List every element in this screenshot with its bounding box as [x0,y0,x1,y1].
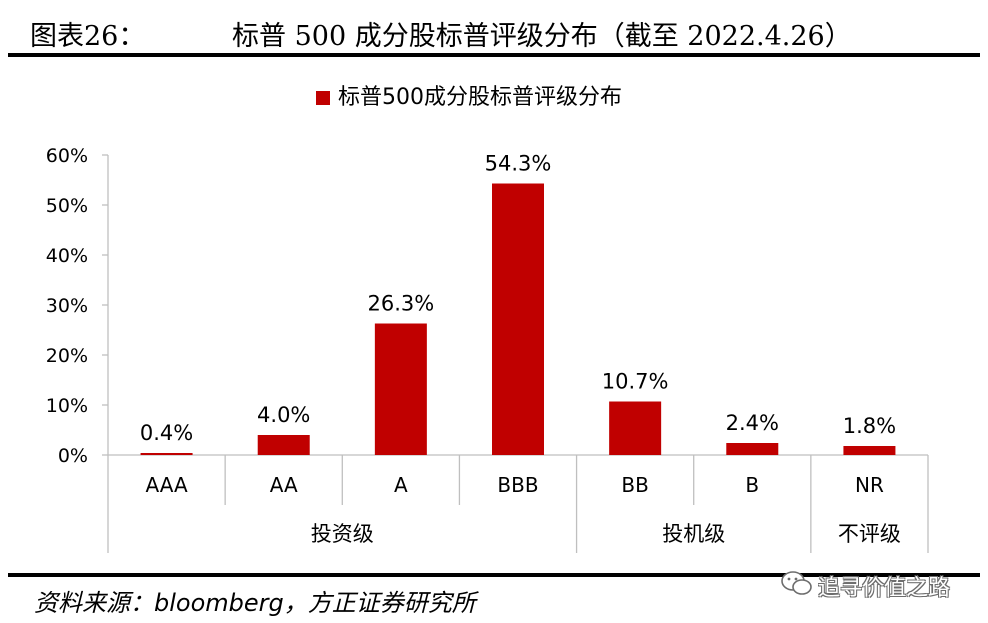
legend: 标普500成分股标普评级分布 [316,85,622,110]
legend-swatch [316,91,330,105]
bar-b [726,443,779,455]
watermark: 追寻价值之路 [780,566,970,602]
source-note: 资料来源：bloomberg，方正证券研究所 [34,589,476,617]
category-label: BB [621,473,648,497]
data-label: 10.7% [602,370,669,394]
data-label: 4.0% [257,403,310,427]
bottom-rule [8,573,980,577]
wechat-icon [781,571,812,595]
y-tick-label: 30% [46,295,88,317]
data-label: 0.4% [140,421,193,445]
y-tick-label: 40% [46,245,88,267]
y-tick-label: 20% [46,345,88,367]
y-tick-label: 60% [46,145,88,167]
figure-title: 标普 500 成分股标普评级分布（截至 2022.4.26） [232,21,852,52]
bar-bbb [492,183,544,455]
top-rule [8,53,980,57]
bar-aa [257,435,310,455]
x-axis [107,454,929,553]
bar-nr [843,446,896,455]
y-tick-label: 50% [46,195,88,217]
category-labels: AAA AA A BBB BB B NR [145,473,883,497]
data-label: 1.8% [843,414,896,438]
category-label: AAA [145,473,187,497]
bar-a [374,323,427,455]
group-label: 投机级 [662,522,725,546]
data-label: 26.3% [367,292,434,316]
figure-number: 图表26： [30,21,146,52]
data-label: 2.4% [726,411,779,435]
group-labels: 投资级 投机级 不评级 [311,522,901,546]
bars [140,183,896,455]
category-label: A [394,473,408,497]
data-label: 54.3% [485,152,552,176]
figure-header: 图表26： 标普 500 成分股标普评级分布（截至 2022.4.26） [0,0,988,58]
group-label: 不评级 [838,522,901,546]
group-label: 投资级 [311,522,374,546]
y-axis: 0% 10% 20% 30% 40% 50% 60% [46,145,109,467]
y-tick-label: 10% [46,395,88,417]
bar-bb [609,401,662,455]
data-labels: 0.4% 4.0% 26.3% 54.3% 10.7% 2.4% 1.8% [140,152,896,446]
y-tick-label: 0% [58,445,88,467]
category-label: B [745,473,759,497]
legend-label: 标普500成分股标普评级分布 [338,85,622,110]
watermark-text: 追寻价值之路 [818,576,951,601]
category-label: BBB [497,473,538,497]
bar-aaa [140,453,193,455]
category-label: AA [270,473,298,497]
category-label: NR [855,473,884,497]
